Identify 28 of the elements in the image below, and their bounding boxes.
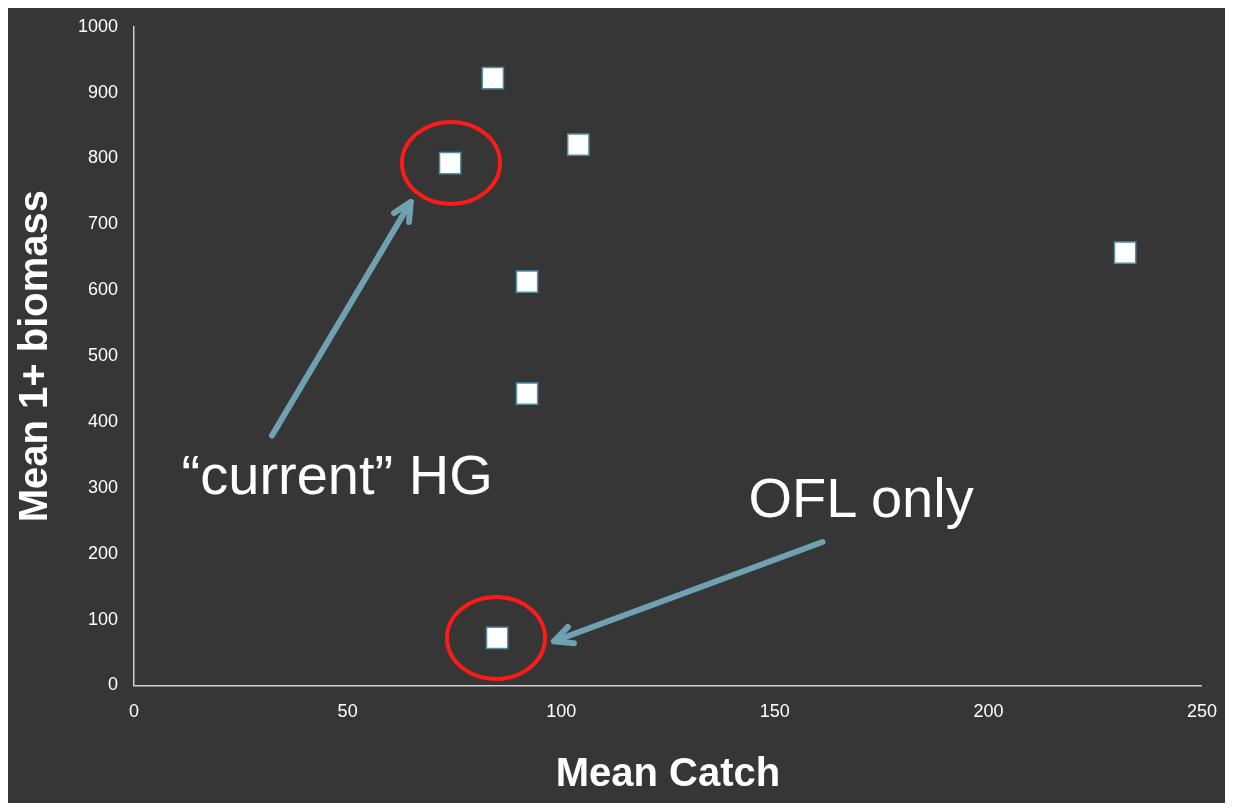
x-tick-label: 100: [546, 701, 577, 722]
y-tick-label: 700: [88, 213, 119, 234]
point: [566, 133, 590, 157]
point: [481, 66, 505, 90]
point: [515, 270, 539, 294]
annotation: “current” HG: [181, 441, 493, 507]
y-tick-label: 200: [88, 542, 119, 563]
y-tick-label: 300: [88, 476, 119, 497]
y-tick-label: 600: [88, 279, 119, 300]
y-axis-title: Mean 1+ biomass: [11, 189, 56, 523]
x-tick-label: 150: [759, 701, 790, 722]
x-tick-label: 200: [973, 701, 1004, 722]
y-tick-label: 900: [88, 81, 119, 102]
x-tick-label: 250: [1186, 701, 1218, 722]
y-tick-label: 1000: [78, 15, 119, 36]
point: [1113, 241, 1137, 265]
y-tick-label: 500: [88, 345, 119, 366]
annotation: OFL only: [748, 464, 974, 530]
y-tick-label: 0: [108, 674, 119, 695]
y-tick-label: 400: [88, 410, 119, 431]
point: [485, 626, 509, 650]
point: [515, 382, 539, 405]
y-tick-label: 800: [88, 147, 119, 168]
point: [438, 151, 462, 175]
y-tick-label: 100: [88, 608, 119, 629]
x-tick-label: 50: [337, 701, 358, 722]
x-tick-label: 0: [129, 701, 140, 722]
x-axis-title: Mean Catch: [555, 750, 781, 795]
